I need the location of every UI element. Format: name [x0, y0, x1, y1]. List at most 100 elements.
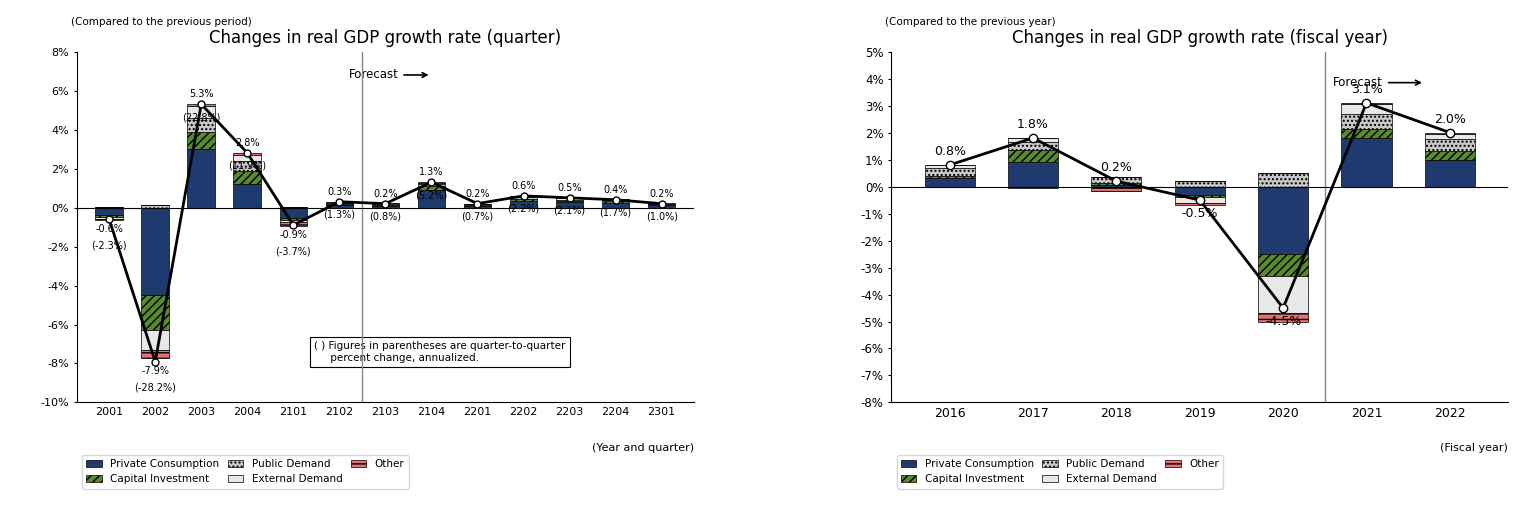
Text: -0.5%: -0.5% — [1182, 207, 1217, 220]
Text: (Compared to the previous year): (Compared to the previous year) — [885, 17, 1056, 27]
Bar — [1008, 150, 1057, 162]
Bar — [556, 200, 583, 201]
Bar — [417, 190, 445, 207]
Bar — [925, 176, 974, 179]
Text: (1.0%): (1.0%) — [646, 212, 677, 221]
Text: -4.5%: -4.5% — [1265, 315, 1302, 328]
Bar — [1257, 254, 1308, 276]
Bar — [1008, 142, 1057, 150]
Text: (1.7%): (1.7%) — [600, 207, 631, 218]
Text: -7.9%: -7.9% — [142, 366, 169, 376]
Bar — [371, 205, 399, 207]
Text: 0.6%: 0.6% — [511, 181, 536, 191]
Text: 0.2%: 0.2% — [1100, 162, 1133, 174]
Bar — [925, 179, 974, 187]
Bar — [1091, 185, 1142, 187]
Text: (5.2%): (5.2%) — [416, 190, 448, 200]
Text: Forecast: Forecast — [1333, 76, 1420, 89]
Bar — [602, 199, 629, 200]
Text: 1.8%: 1.8% — [1017, 118, 1050, 131]
Bar — [142, 330, 169, 350]
Bar — [280, 206, 308, 207]
Bar — [188, 106, 215, 118]
Text: (-2.3%): (-2.3%) — [91, 240, 128, 251]
Bar — [1174, 195, 1225, 197]
Text: -0.6%: -0.6% — [95, 224, 123, 234]
Bar — [280, 222, 308, 226]
Bar — [326, 204, 352, 205]
Text: (Year and quarter): (Year and quarter) — [593, 443, 694, 453]
Bar — [1342, 104, 1391, 114]
Bar — [1257, 313, 1308, 321]
Bar — [326, 203, 352, 204]
Bar — [1425, 133, 1474, 134]
Text: Forecast: Forecast — [348, 69, 426, 82]
Bar — [509, 199, 537, 201]
Bar — [1342, 138, 1391, 187]
Bar — [1425, 139, 1474, 152]
Text: -0.9%: -0.9% — [280, 230, 308, 240]
Text: 0.2%: 0.2% — [649, 189, 674, 199]
Bar — [234, 184, 262, 207]
Bar — [925, 168, 974, 176]
Bar — [463, 205, 491, 207]
Text: (Fiscal year): (Fiscal year) — [1441, 443, 1508, 453]
Text: 0.4%: 0.4% — [603, 185, 628, 195]
Bar — [1008, 187, 1057, 188]
Bar — [602, 201, 629, 203]
Bar — [509, 196, 537, 198]
Text: (2.1%): (2.1%) — [554, 205, 586, 216]
Bar — [371, 204, 399, 205]
Bar — [1425, 159, 1474, 187]
Bar — [188, 118, 215, 132]
Bar — [1257, 276, 1308, 313]
Bar — [1342, 103, 1391, 104]
Bar — [417, 183, 445, 184]
Text: 3.1%: 3.1% — [1351, 83, 1382, 96]
Bar — [95, 206, 123, 207]
Bar — [417, 184, 445, 186]
Bar — [463, 204, 491, 205]
Text: 0.3%: 0.3% — [328, 187, 351, 197]
Text: (-28.2%): (-28.2%) — [134, 383, 175, 393]
Bar — [1174, 197, 1225, 203]
Bar — [280, 220, 308, 222]
Text: (11.9%): (11.9%) — [228, 161, 266, 171]
Bar — [556, 198, 583, 200]
Text: 0.8%: 0.8% — [934, 145, 965, 158]
Bar — [648, 205, 676, 207]
Bar — [1008, 138, 1057, 142]
Bar — [95, 215, 123, 217]
Bar — [509, 201, 537, 207]
Text: (0.8%): (0.8%) — [369, 212, 402, 221]
Text: 5.3%: 5.3% — [189, 89, 214, 100]
Text: (2.2%): (2.2%) — [508, 204, 540, 214]
Bar — [280, 218, 308, 220]
Text: (Compared to the previous period): (Compared to the previous period) — [71, 17, 251, 27]
Bar — [1174, 203, 1225, 205]
Bar — [417, 186, 445, 190]
Bar — [1425, 134, 1474, 139]
Bar — [95, 207, 123, 215]
Bar — [234, 161, 262, 170]
Bar — [648, 204, 676, 205]
Text: 0.2%: 0.2% — [372, 189, 397, 199]
Bar — [556, 202, 583, 207]
Legend: Private Consumption, Capital Investment, Public Demand, External Demand, Other: Private Consumption, Capital Investment,… — [897, 455, 1224, 489]
Bar — [142, 295, 169, 330]
Text: (1.3%): (1.3%) — [323, 209, 356, 219]
Bar — [188, 132, 215, 149]
Bar — [95, 217, 123, 219]
Bar — [142, 205, 169, 207]
Bar — [371, 203, 399, 204]
Text: (0.7%): (0.7%) — [462, 212, 494, 221]
Bar — [142, 207, 169, 295]
Bar — [234, 153, 262, 155]
Bar — [188, 149, 215, 207]
Bar — [1342, 128, 1391, 138]
Text: 0.5%: 0.5% — [557, 183, 582, 193]
Text: 1.3%: 1.3% — [419, 167, 443, 178]
Bar — [234, 155, 262, 161]
Text: 0.2%: 0.2% — [465, 189, 489, 199]
Text: 2.8%: 2.8% — [235, 138, 260, 148]
